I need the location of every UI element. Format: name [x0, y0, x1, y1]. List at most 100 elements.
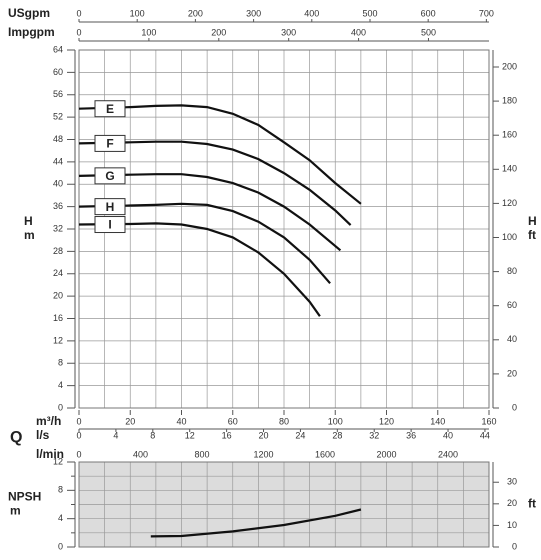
y-tick-label: 0	[58, 541, 63, 551]
y2-tick-label: 60	[507, 300, 517, 310]
y2-tick-label: 160	[502, 130, 517, 140]
axis-name: USgpm	[8, 6, 50, 20]
x-tick-label: 40	[443, 430, 453, 440]
y2-tick-label: 40	[507, 334, 517, 344]
axis-name: l/min	[36, 447, 64, 461]
y-tick-label: 12	[53, 335, 63, 345]
y-tick-label: 24	[53, 268, 63, 278]
x-tick-label: 4	[113, 430, 118, 440]
x-tick-label: 0	[76, 8, 81, 18]
y2-tick-label: 0	[512, 541, 517, 551]
x-tick-label: 20	[125, 416, 135, 426]
y2-unit: ft	[528, 228, 536, 242]
x-tick-label: 1200	[253, 449, 273, 459]
x-tick-label: 200	[188, 8, 203, 18]
x-tick-label: 800	[194, 449, 209, 459]
x-tick-label: 24	[295, 430, 305, 440]
y-tick-label: 44	[53, 156, 63, 166]
pump-curve	[78, 222, 321, 317]
x-tick-label: 36	[406, 430, 416, 440]
x-tick-label: 44	[480, 430, 490, 440]
x-tick-label: 0	[76, 430, 81, 440]
pump-curve	[78, 202, 331, 285]
x-tick-label: 0	[76, 449, 81, 459]
axis-name: Impgpm	[8, 25, 55, 39]
x-tick-label: 60	[228, 416, 238, 426]
x-tick-label: 2000	[376, 449, 396, 459]
y-tick-label: 12	[53, 456, 63, 466]
x-tick-label: 160	[481, 416, 496, 426]
series-label: H	[106, 200, 115, 214]
x-tick-label: 200	[211, 27, 226, 37]
series-label-box	[94, 100, 126, 118]
y2-tick-label: 120	[502, 198, 517, 208]
x-tick-label: 300	[246, 8, 261, 18]
x-tick-label: 400	[133, 449, 148, 459]
y-tick-label: 20	[53, 291, 63, 301]
y-unit: m	[24, 228, 35, 242]
axis-name: Q	[10, 429, 22, 446]
y2-tick-label: 80	[507, 266, 517, 276]
y-tick-label: 8	[58, 358, 63, 368]
y-tick-label: 40	[53, 179, 63, 189]
x-tick-label: 28	[332, 430, 342, 440]
y-tick-label: 32	[53, 223, 63, 233]
y-tick-label: 60	[53, 67, 63, 77]
x-tick-label: 100	[328, 416, 343, 426]
x-tick-label: 40	[176, 416, 186, 426]
x-tick-label: 2400	[438, 449, 458, 459]
pump-curve	[78, 173, 342, 252]
x-tick-label: 0	[76, 416, 81, 426]
x-tick-label: 600	[421, 8, 436, 18]
y-tick-label: 16	[53, 313, 63, 323]
x-tick-label: 12	[185, 430, 195, 440]
pump-curve	[150, 508, 362, 538]
x-tick-label: 80	[279, 416, 289, 426]
y-tick-label: 52	[53, 112, 63, 122]
x-tick-label: 100	[141, 27, 156, 37]
series-label: I	[108, 218, 111, 232]
y2-tick-label: 30	[507, 477, 517, 487]
pump-curve	[78, 140, 352, 226]
y-tick-label: 64	[53, 44, 63, 54]
y-tick-label: 56	[53, 89, 63, 99]
x-tick-label: 400	[351, 27, 366, 37]
x-tick-label: 300	[281, 27, 296, 37]
series-label: G	[105, 169, 114, 183]
x-tick-label: 140	[430, 416, 445, 426]
y-tick-label: 28	[53, 246, 63, 256]
x-tick-label: 400	[304, 8, 319, 18]
plot-frame	[78, 461, 490, 548]
series-label-box	[94, 167, 126, 185]
axis-name: m³/h	[36, 414, 61, 428]
series-label-box	[94, 216, 126, 234]
x-tick-label: 500	[362, 8, 377, 18]
y2-tick-label: 20	[507, 368, 517, 378]
y-label: H	[24, 214, 33, 228]
x-tick-label: 120	[379, 416, 394, 426]
y-tick-label: 0	[58, 402, 63, 412]
y-tick-label: 36	[53, 201, 63, 211]
pump-curve	[78, 104, 362, 205]
x-tick-label: 32	[369, 430, 379, 440]
y2-tick-label: 140	[502, 164, 517, 174]
y-tick-label: 4	[58, 380, 63, 390]
series-label: F	[106, 137, 113, 151]
y-label: NPSH	[8, 490, 41, 504]
plot-frame	[78, 49, 490, 409]
x-tick-label: 500	[421, 27, 436, 37]
y2-tick-label: 10	[507, 520, 517, 530]
y2-tick-label: 100	[502, 232, 517, 242]
y2-tick-label: 20	[507, 498, 517, 508]
y2-unit: ft	[528, 497, 536, 511]
y2-tick-label: 180	[502, 95, 517, 105]
series-label-box	[94, 198, 126, 216]
x-tick-label: 700	[479, 8, 494, 18]
y2-label: H	[528, 214, 537, 228]
series-label: E	[106, 102, 114, 116]
y2-tick-label: 200	[502, 61, 517, 71]
x-tick-label: 0	[76, 27, 81, 37]
x-tick-label: 8	[150, 430, 155, 440]
y-unit: m	[10, 504, 21, 518]
